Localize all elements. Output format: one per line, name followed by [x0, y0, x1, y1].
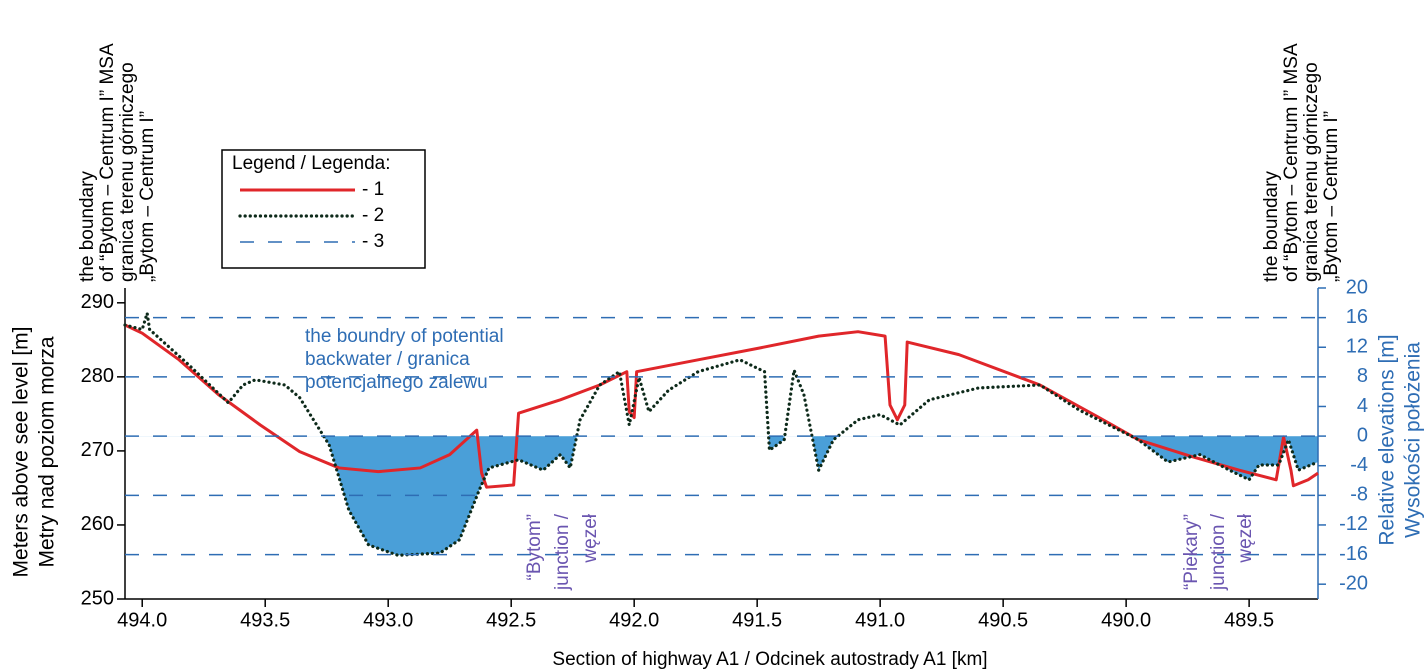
legend-box [221, 149, 426, 269]
annotation: „Bytom – Centrum I” [1321, 111, 1342, 282]
annotation: the boundary [1261, 171, 1282, 282]
legend-label: - 1 [362, 179, 384, 200]
legend-label: - 3 [362, 231, 384, 252]
plot-layer: 494.0 493.5 493.0 492.5 492.0 491.5 491.0 490.5… [81, 276, 1368, 631]
y-axis-title: Metry nad poziom morza [36, 336, 59, 567]
y-tick-label: 260 [81, 513, 114, 535]
flood-area [323, 436, 1318, 556]
x-tick-label: 490.5 [978, 609, 1028, 631]
annotation: of “Bytom – Centrum I” MSA [1281, 43, 1302, 282]
x-tick-label: 489.5 [1224, 609, 1274, 631]
y2-tick-label: -20 [1339, 572, 1368, 594]
y2-tick-label: -8 [1350, 484, 1368, 506]
annotation: granica terenu górniczego [1301, 62, 1322, 282]
annotation: the boundary [77, 171, 98, 282]
annotation: “Bytom” [524, 514, 545, 581]
annotation: the boundry of potential [305, 326, 504, 347]
fill-layer [323, 436, 1318, 556]
y-tick-label: 270 [81, 439, 114, 461]
legend-title: Legend / Legenda: [232, 153, 391, 174]
y-tick-label: 280 [81, 365, 114, 387]
legend-label: - 2 [362, 205, 384, 226]
annotation: junction / [552, 513, 573, 591]
x-tick-label: 493.0 [363, 609, 413, 631]
annotation: granica terenu górniczego [117, 62, 138, 282]
annotation: of “Bytom – Centrum I” MSA [97, 43, 118, 282]
series-line [123, 311, 1320, 557]
y2-tick-label: 20 [1346, 276, 1368, 298]
x-tick-label: 494.0 [117, 609, 167, 631]
y2-tick-label: 4 [1357, 395, 1368, 417]
y-axis-title: Meters above see level [m] [10, 327, 33, 578]
y2-tick-label: 12 [1346, 336, 1368, 358]
y2-tick-label: 8 [1357, 365, 1368, 387]
y2-tick-label: -4 [1350, 454, 1368, 476]
y2-axis-title: Wysokości położenia [1402, 342, 1425, 538]
annotation: „Bytom – Centrum I” [137, 111, 158, 282]
y2-tick-label: -12 [1339, 513, 1368, 535]
y-tick-label: 290 [81, 291, 114, 313]
y2-axis-title: Relative elevations [m] [1376, 334, 1399, 545]
annotation: junction / [1208, 513, 1229, 591]
x-axis-title: Section of highway A1 / Odcinek autostra… [552, 649, 987, 670]
x-tick-label: 491.5 [732, 609, 782, 631]
annotation: potencjalnego zalewu [305, 372, 488, 393]
annotation: backwater / granica [305, 349, 470, 370]
y2-tick-label: 16 [1346, 306, 1368, 328]
x-tick-label: 492.5 [486, 609, 536, 631]
y2-tick-label: -16 [1339, 543, 1368, 565]
x-tick-label: 491.0 [855, 609, 905, 631]
annotation: węzeł [1235, 513, 1256, 563]
y2-tick-label: 0 [1357, 424, 1368, 446]
y-tick-label: 250 [81, 587, 114, 609]
series-line [124, 323, 1319, 489]
x-tick-label: 492.0 [609, 609, 659, 631]
x-tick-label: 490.0 [1101, 609, 1151, 631]
annotation: “Piekary” [1181, 514, 1202, 590]
annotation: węzeł [580, 513, 601, 563]
x-tick-label: 493.5 [240, 609, 290, 631]
